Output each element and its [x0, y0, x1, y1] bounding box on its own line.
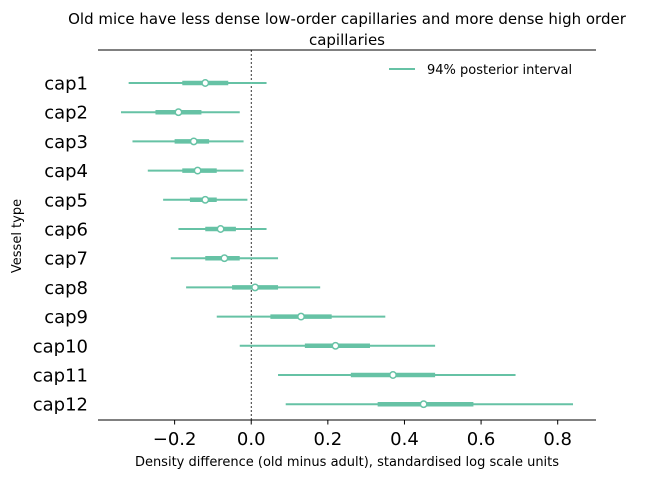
y-tick-label-cap1: cap1	[44, 74, 88, 95]
x-axis-ticks: −0.2 0.0 0.2 0.4 0.6 0.8	[153, 420, 572, 450]
y-tick-label-cap2: cap2	[44, 103, 88, 124]
interval-cap10	[239, 341, 436, 350]
interval-cap4	[147, 166, 244, 175]
legend: 94% posterior interval	[389, 63, 572, 78]
chart-title-line-2: capillaries	[309, 31, 385, 49]
legend-label: 94% posterior interval	[427, 63, 572, 78]
median-point	[331, 341, 340, 350]
y-tick-label-cap3: cap3	[44, 132, 88, 153]
x-tick-label: 0.0	[237, 429, 266, 450]
median-point	[216, 225, 225, 233]
median-point	[193, 166, 202, 175]
y-tick-label-cap4: cap4	[44, 161, 88, 182]
median-point	[189, 137, 198, 146]
x-tick-label: 0.4	[390, 429, 419, 450]
median-point	[251, 283, 260, 292]
y-tick-label-cap12: cap12	[33, 395, 88, 416]
x-axis-label: Density difference (old minus adult), st…	[135, 455, 559, 470]
interval-marks	[120, 79, 574, 409]
interval-cap6	[178, 225, 267, 233]
y-tick-labels: cap1 cap2 cap3 cap4 cap5 cap6 cap7 cap8 cap9 cap1…	[33, 74, 88, 416]
y-tick-label-cap9: cap9	[44, 307, 88, 328]
x-tick-label: 0.2	[314, 429, 343, 450]
interval-cap7	[170, 254, 279, 263]
median-point	[419, 400, 428, 409]
interval-cap9	[216, 312, 386, 321]
chart-title-line-1: Old mice have less dense low-order capil…	[68, 10, 627, 28]
median-point	[389, 371, 397, 379]
median-point	[201, 195, 210, 204]
interval-cap11	[278, 371, 516, 379]
y-tick-label-cap7: cap7	[44, 249, 88, 270]
x-tick-label: 0.6	[467, 429, 496, 450]
interval-cap5	[163, 195, 248, 204]
interval-cap1	[128, 79, 267, 87]
y-tick-label-cap10: cap10	[33, 336, 88, 357]
y-tick-label-cap11: cap11	[33, 366, 88, 387]
y-tick-label-cap8: cap8	[44, 278, 88, 299]
x-tick-label: 0.8	[543, 429, 572, 450]
median-point	[201, 79, 210, 87]
y-axis-label: Vessel type	[10, 199, 25, 273]
y-tick-label-cap5: cap5	[44, 190, 88, 211]
interval-cap12	[285, 400, 574, 409]
x-tick-label: −0.2	[153, 429, 197, 450]
interval-cap2	[120, 108, 240, 117]
median-point	[220, 254, 229, 263]
interval-cap3	[132, 137, 244, 146]
median-point	[174, 108, 183, 117]
median-point	[297, 312, 305, 321]
chart-title: Old mice have less dense low-order capil…	[68, 10, 627, 49]
interval-cap8	[186, 283, 321, 292]
y-tick-label-cap6: cap6	[44, 220, 88, 241]
